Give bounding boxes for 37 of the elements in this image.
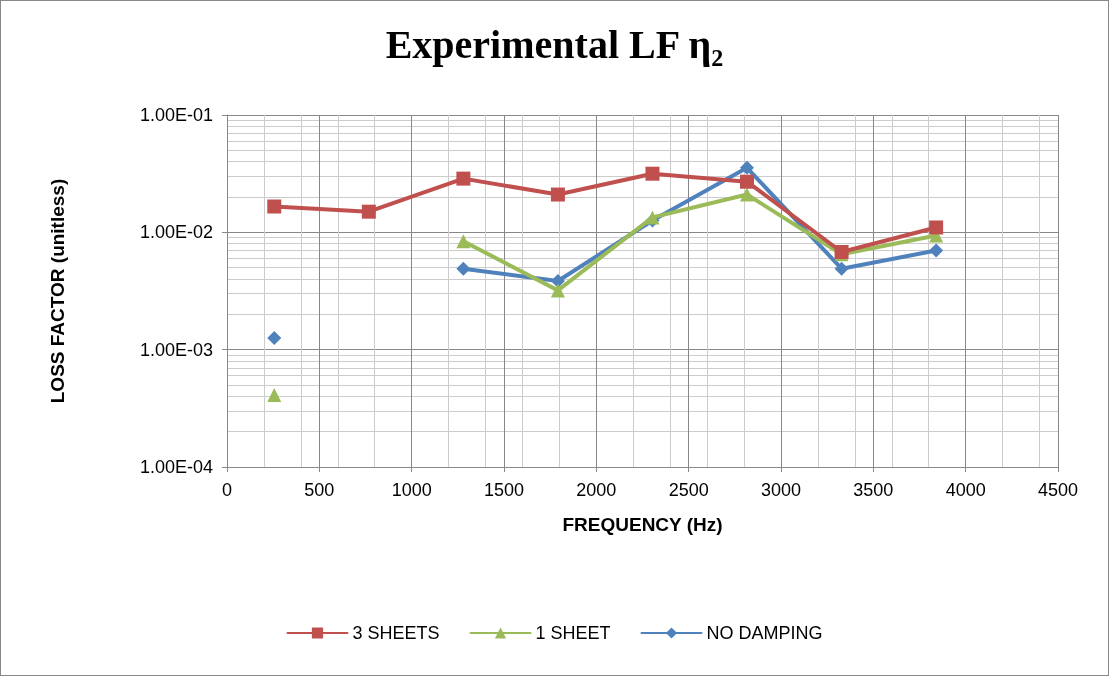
point — [929, 243, 944, 258]
point — [267, 330, 282, 345]
point — [645, 166, 660, 181]
point — [740, 187, 755, 202]
chart-title: Experimental LF η₂ — [385, 21, 724, 67]
x-tick-label: 3500 — [853, 480, 894, 500]
x-tick-label: 2000 — [576, 480, 617, 500]
x-tick-label: 3000 — [760, 480, 802, 500]
point — [267, 388, 282, 403]
y-tick-label: 1.00E-04 — [139, 457, 213, 477]
point — [267, 199, 282, 214]
point — [550, 273, 565, 288]
x-tick-label: 1500 — [483, 480, 525, 500]
x-tick-label: 4000 — [945, 480, 986, 500]
x-tick-label: 2500 — [668, 480, 709, 500]
x-tick-label: 500 — [304, 480, 335, 500]
x-tick-label: 4500 — [1037, 480, 1079, 500]
y-axis-title: LOSS FACTOR (unitless) — [47, 178, 68, 404]
point — [929, 220, 944, 235]
point — [740, 160, 755, 175]
x-tick-label: 0 — [221, 480, 233, 500]
legend-label: NO DAMPING — [706, 623, 823, 643]
point — [834, 261, 849, 276]
x-axis-title: FREQUENCY (Hz) — [562, 514, 723, 535]
x-tick-label: 1000 — [391, 480, 432, 500]
point — [456, 234, 471, 249]
point — [361, 204, 376, 219]
point — [740, 174, 755, 189]
point — [456, 261, 471, 276]
y-tick-label: 1.00E-03 — [139, 339, 213, 360]
y-tick-label: 1.00E-01 — [139, 105, 213, 125]
y-tick-label: 1.00E-02 — [139, 222, 213, 243]
point — [456, 171, 471, 186]
legend-label: 1 SHEET — [535, 623, 611, 643]
point — [550, 283, 565, 298]
legend-label: 3 SHEETS — [352, 623, 440, 643]
point — [550, 187, 565, 202]
